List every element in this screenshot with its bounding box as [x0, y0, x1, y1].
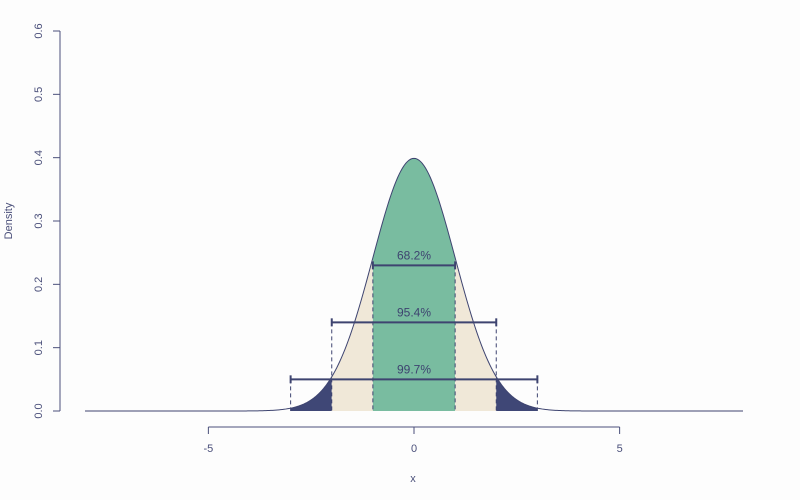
interval-2-label: 99.7% — [397, 362, 431, 376]
y-tick-label-6: 0.6 — [33, 23, 45, 38]
y-tick-label-1: 0.1 — [33, 340, 45, 355]
x-axis: -5 0 5 — [203, 426, 623, 455]
interval-1: 95.4% — [330, 305, 498, 411]
interval-1-label: 95.4% — [397, 305, 431, 319]
y-tick-label-5: 0.5 — [33, 87, 45, 102]
y-tick-label-0: 0.0 — [33, 403, 45, 418]
y-tick-label-2: 0.2 — [33, 277, 45, 292]
region-0 — [290, 376, 332, 411]
y-axis: 0.0 0.1 0.2 0.3 0.4 0.5 0.6 — [33, 23, 61, 419]
region-2 — [372, 158, 456, 411]
y-axis-title: Density — [3, 202, 15, 239]
interval-2: 99.7% — [289, 362, 539, 411]
density-curve-layer — [85, 157, 743, 412]
x-tick-label-2: 5 — [617, 443, 623, 455]
x-tick-label-1: 0 — [411, 443, 417, 455]
region-4 — [496, 376, 538, 411]
y-tick-label-3: 0.3 — [33, 213, 45, 228]
interval-annotations: 68.2% 95.4% 99.7% — [289, 248, 539, 411]
x-tick-label-0: -5 — [203, 443, 213, 455]
interval-0: 68.2% — [371, 248, 457, 411]
y-tick-label-4: 0.4 — [33, 150, 45, 165]
interval-0-label: 68.2% — [397, 248, 431, 262]
x-axis-title: x — [410, 473, 416, 485]
density-curve — [85, 157, 743, 412]
